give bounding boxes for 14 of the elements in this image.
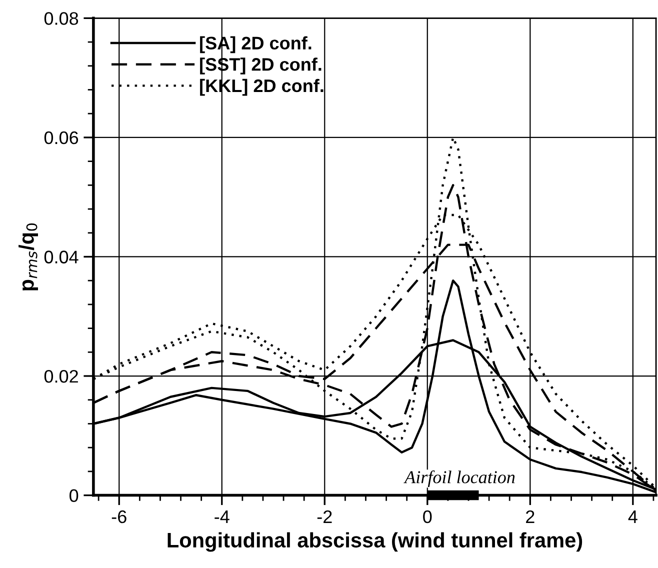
x-tick-label: -6 (112, 510, 126, 524)
x-tick-label: -4 (214, 510, 230, 523)
x-axis-title: Longitudinal abscissa (wind tunnel frame) (168, 532, 582, 552)
x-tick-label: -2 (317, 510, 332, 523)
y-tick-label: 0 (70, 489, 78, 502)
y-tick-label: 0.06 (44, 131, 78, 144)
y-tick-label: 0.08 (44, 12, 78, 25)
x-tick-label: 2 (526, 510, 534, 523)
annotation: Airfoil location (404, 470, 515, 487)
x-tick-label: 0 (423, 510, 432, 524)
x-tick-label: 4 (628, 510, 638, 523)
y-tick-label: 0.04 (44, 250, 78, 264)
y-axis-title: p$_{rms}$/q$_{0}$ (18, 223, 38, 290)
y-tick-label: 0.02 (44, 370, 78, 383)
